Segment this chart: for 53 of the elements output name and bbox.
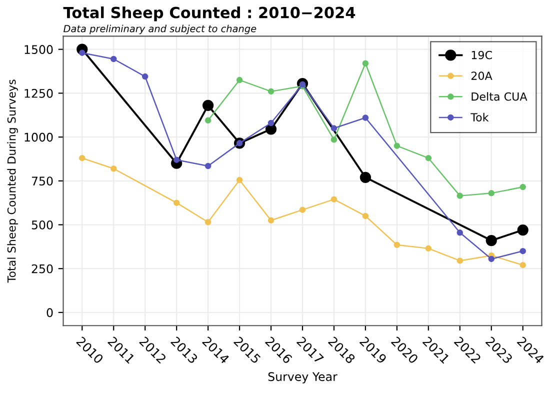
point: [204, 162, 212, 170]
point: [110, 56, 117, 62]
point: [362, 60, 369, 66]
point: [268, 88, 274, 95]
legend-label: 19C: [472, 50, 492, 60]
chart-title: Total Sheep Counted : 2010−2024: [63, 6, 356, 22]
point: [360, 172, 372, 183]
point: [236, 76, 243, 84]
y-tick-label: 250: [32, 264, 53, 274]
point: [425, 245, 432, 252]
point: [488, 256, 495, 262]
point: [330, 125, 338, 132]
point: [204, 117, 212, 124]
point: [330, 136, 338, 143]
point: [110, 165, 117, 172]
point: [520, 184, 526, 190]
point: [517, 224, 528, 236]
point: [204, 219, 212, 226]
y-tick-label: 1500: [24, 45, 53, 54]
point: [520, 248, 526, 254]
point: [394, 142, 400, 149]
legend-label: Delta CUA: [472, 92, 528, 101]
y-tick-label: 0: [46, 308, 53, 318]
point: [488, 190, 495, 196]
point: [362, 114, 369, 121]
chart-subtitle: Data preliminary and subject to change: [64, 24, 256, 34]
x-axis-title: Survey Year: [268, 372, 338, 384]
point: [456, 258, 464, 264]
y-tick-label: 1250: [24, 88, 53, 98]
point: [520, 262, 526, 268]
point: [425, 154, 432, 162]
y-tick-label: 500: [32, 220, 53, 230]
y-tick-label: 750: [32, 176, 53, 186]
y-axis-title: Total Sheep Counted During Surveys: [7, 80, 18, 283]
y-tick-label: 1000: [24, 132, 53, 142]
point: [394, 242, 400, 248]
point: [142, 73, 148, 80]
point: [456, 230, 464, 236]
point: [362, 212, 369, 220]
point: [236, 176, 243, 184]
point: [299, 206, 306, 213]
legend-label: Tok: [470, 112, 489, 122]
point: [79, 154, 86, 162]
point: [268, 217, 274, 224]
point: [79, 50, 86, 56]
point: [456, 192, 464, 199]
point: [173, 200, 180, 206]
point: [202, 100, 214, 112]
point: [330, 196, 338, 202]
point: [173, 156, 180, 163]
legend-label: 20A: [471, 72, 492, 80]
point: [268, 120, 274, 126]
point: [486, 234, 497, 246]
